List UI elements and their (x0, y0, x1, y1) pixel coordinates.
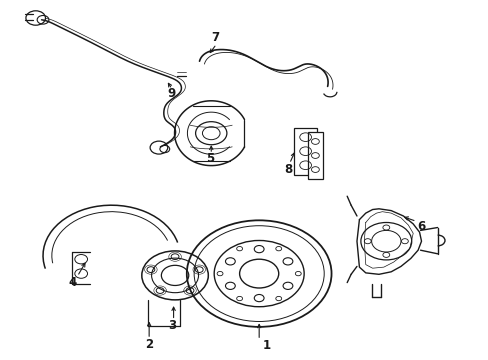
Text: 6: 6 (417, 220, 425, 233)
Text: 8: 8 (284, 163, 292, 176)
Text: 5: 5 (206, 152, 214, 165)
Text: 2: 2 (145, 338, 153, 351)
Text: 1: 1 (262, 339, 270, 352)
Text: 7: 7 (211, 31, 219, 44)
Text: 3: 3 (168, 319, 176, 332)
Text: 9: 9 (167, 87, 175, 100)
Text: 4: 4 (68, 276, 76, 289)
Bar (307, 132, 323, 179)
Bar (293, 128, 317, 175)
